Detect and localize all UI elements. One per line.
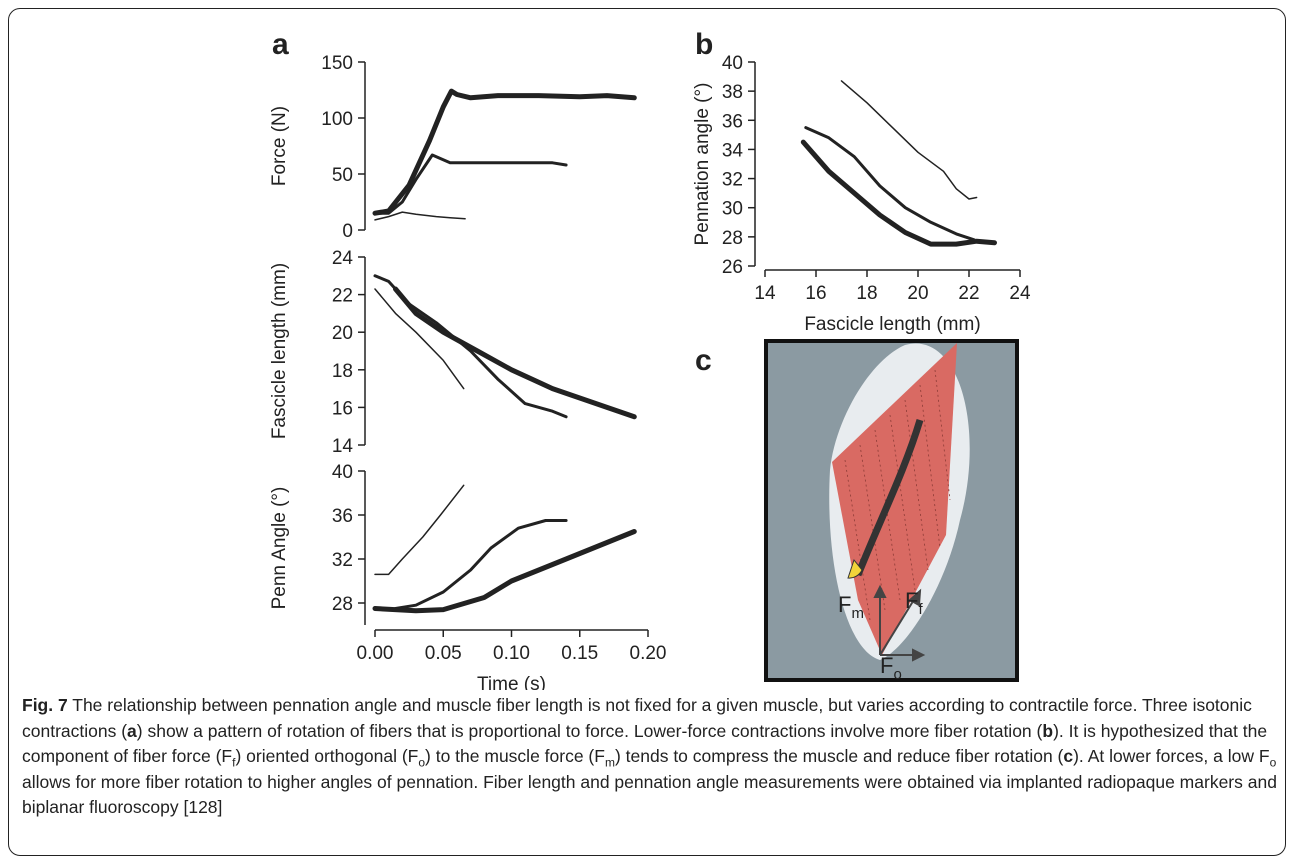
y-tick-label: 40 — [722, 53, 743, 74]
force-label-sub: m — [851, 605, 864, 622]
data-line — [804, 126, 976, 242]
y-tick-label: 26 — [722, 257, 743, 278]
data-line — [374, 484, 465, 576]
caption-text: ) tends to compress the muscle and reduc… — [614, 746, 1064, 766]
y-tick-label: 0 — [342, 221, 353, 242]
x-tick-label: 22 — [958, 283, 979, 304]
x-tick-label: 16 — [805, 283, 826, 304]
caption-sub: o — [1269, 755, 1277, 770]
force-label-sub: o — [893, 666, 901, 683]
y-axis-label: Penn Angle (°) — [269, 487, 290, 610]
caption-text: ). At lower forces, a low F — [1073, 746, 1270, 766]
x-tick-label: 24 — [1009, 283, 1031, 304]
force-label-base: F — [905, 588, 918, 613]
figure: a b c Fm Ff Fo 0 50 100 150 Force (N) 14 16 18 2… — [269, 28, 1031, 690]
y-tick-label: 18 — [332, 361, 353, 382]
panel-label: b — [695, 28, 713, 61]
figure-frame — [8, 8, 1286, 856]
data-line — [372, 88, 637, 216]
data-line — [800, 139, 997, 247]
data-line — [840, 80, 978, 200]
x-tick-label: 0.20 — [630, 643, 667, 664]
y-tick-label: 36 — [332, 506, 353, 527]
caption-sub: o — [418, 755, 426, 770]
caption-bold: b — [1042, 720, 1054, 741]
y-tick-label: 22 — [332, 286, 353, 307]
x-tick-label: 0.05 — [425, 643, 462, 664]
y-tick-label: 36 — [722, 111, 743, 132]
illustration: Fm Ff Fo — [764, 339, 1019, 683]
fiber-sheet — [832, 343, 957, 655]
force-label-base: F — [880, 653, 893, 678]
force-label: Ff — [905, 588, 923, 618]
force-label-base: F — [838, 592, 851, 617]
x-tick-label: 0.15 — [561, 643, 598, 664]
y-tick-label: 32 — [722, 170, 743, 191]
x-tick-label: 20 — [907, 283, 928, 304]
y-tick-label: 38 — [722, 82, 743, 103]
caption-bold: c — [1063, 746, 1074, 766]
caption-text: ) oriented orthogonal (F — [235, 746, 419, 766]
caption-bold: a — [127, 720, 137, 741]
y-axis-label: Force (N) — [269, 106, 290, 186]
y-tick-label: 16 — [332, 398, 353, 419]
data-line — [374, 211, 466, 221]
panel-label: c — [695, 344, 712, 377]
force-arrows — [873, 584, 926, 662]
caption-text: The relationship between pennation angle… — [22, 695, 1252, 741]
y-tick-label: 30 — [722, 199, 743, 220]
y-tick-label: 150 — [321, 53, 353, 74]
y-tick-label: 20 — [332, 323, 353, 344]
caption-text: ) show a pattern of rotation of fibers t… — [136, 720, 1043, 741]
caption: Fig. 7 The relationship between pennatio… — [22, 693, 1278, 821]
y-tick-label: 34 — [722, 140, 744, 161]
y-tick-label: 40 — [332, 462, 353, 483]
x-tick-label: 18 — [856, 283, 877, 304]
caption-text: ) to the muscle force (F — [425, 746, 605, 766]
y-tick-label: 14 — [332, 436, 354, 457]
y-tick-label: 28 — [332, 594, 353, 615]
fiber-lines — [844, 369, 951, 621]
x-axis-label: Time (s) — [477, 674, 546, 690]
caption-sub: m — [604, 755, 615, 770]
x-tick-label: 0.10 — [493, 643, 530, 664]
data-line — [372, 529, 637, 614]
y-tick-label: 24 — [332, 248, 354, 269]
fiber-band — [854, 418, 924, 577]
y-tick-label: 100 — [321, 109, 353, 130]
panel-label: a — [272, 28, 289, 61]
data-line — [373, 153, 568, 215]
y-tick-label: 50 — [332, 165, 353, 186]
caption-text: ). It is hypothesized that the component… — [22, 720, 1268, 767]
force-label: Fm — [838, 592, 864, 622]
x-axis-label: Fascicle length (mm) — [804, 314, 980, 335]
y-tick-label: 28 — [722, 228, 743, 249]
angle-marker — [847, 558, 863, 579]
caption-bold: Fig. 7 — [22, 695, 68, 715]
force-label: Fo — [880, 653, 902, 683]
data-line — [374, 288, 465, 390]
x-tick-label: 14 — [754, 283, 776, 304]
force-label-sub: f — [918, 601, 923, 618]
y-tick-label: 32 — [332, 550, 353, 571]
data-line — [393, 286, 637, 420]
x-tick-label: 0.00 — [357, 643, 394, 664]
y-axis-label: Pennation angle (°) — [692, 83, 713, 246]
y-axis-label: Fascicle length (mm) — [269, 263, 290, 439]
caption-sub: f — [232, 755, 236, 770]
caption-text: allows for more fiber rotation to higher… — [22, 771, 1277, 818]
data-line — [394, 519, 568, 610]
